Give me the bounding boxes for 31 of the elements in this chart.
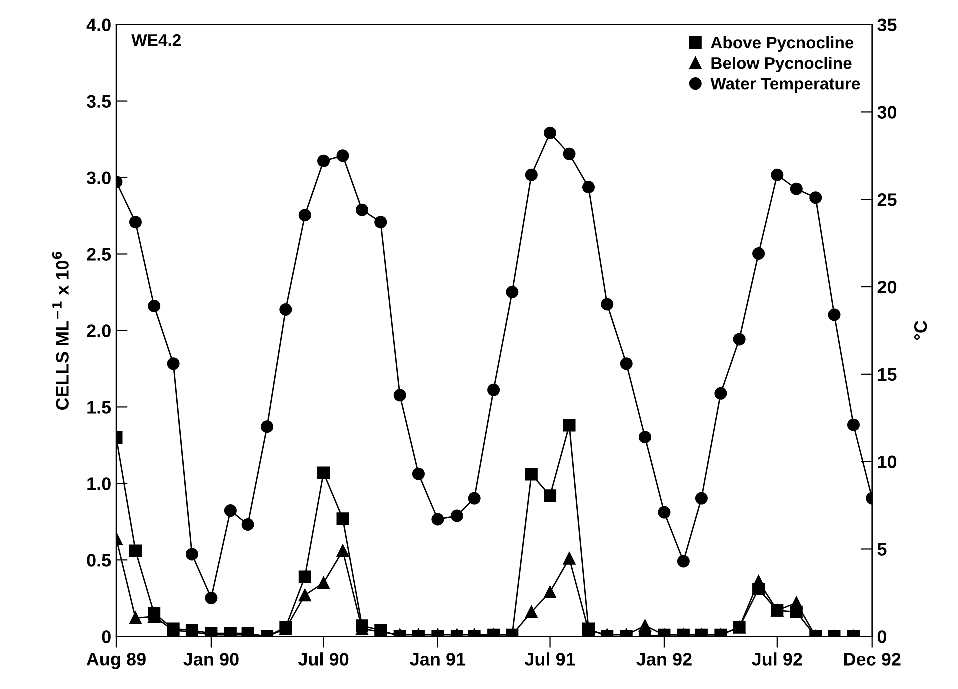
y2-tick-label: 0: [878, 630, 887, 644]
x-tick-label: Dec 92: [844, 653, 901, 666]
y-tick-label: 1.0: [88, 478, 111, 490]
legend-label: Above Pycnocline: [711, 36, 854, 52]
y2-tick-label: 25: [878, 194, 897, 206]
annotation: WE4.2: [132, 34, 181, 46]
y-axis-title: CELLS ML$^{−1}$ x 10$^{6}$: [52, 252, 69, 410]
legend-label: Water Temperature: [710, 78, 860, 94]
y2-tick-label: 5: [878, 543, 887, 556]
y2-tick-label: 30: [878, 106, 897, 119]
y-tick-label: 2.5: [87, 248, 112, 261]
y-tick-label: 2.0: [87, 324, 111, 338]
y2-axis-title: °C: [914, 321, 928, 340]
y-tick-label: 3.5: [86, 95, 112, 108]
y2-tick-label: 10: [878, 456, 897, 469]
x-tick-label: Jul 90: [298, 652, 349, 666]
y2-tick-label: 20: [878, 280, 897, 294]
y-tick-label: 0: [102, 630, 111, 644]
x-tick-label: Jan 92: [636, 653, 692, 666]
y-tick-label: 3.0: [86, 172, 111, 185]
y2-tick-label: 35: [878, 18, 897, 32]
x-tick-label: Jan 91: [410, 653, 466, 666]
y-tick-label: 0.5: [87, 554, 112, 567]
x-tick-label: Jul 91: [524, 652, 576, 666]
y2-tick-label: 15: [878, 368, 897, 382]
legend-label: Below Pycnocline: [712, 57, 852, 73]
y-tick-label: 4.0: [86, 18, 111, 32]
x-tick-label: Aug 89: [86, 653, 146, 670]
x-tick-label: Jul 92: [752, 652, 802, 666]
y-tick-label: 1.5: [88, 401, 112, 414]
x-tick-label: Jan 90: [184, 653, 239, 666]
